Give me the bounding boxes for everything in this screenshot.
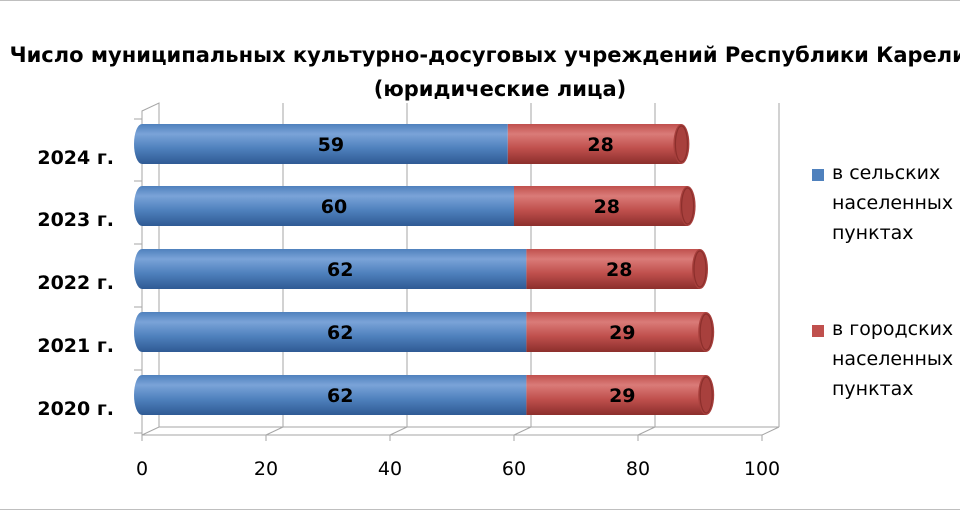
data-label: 29 [609, 322, 635, 344]
legend-swatch-rural [812, 169, 824, 181]
data-label: 28 [587, 134, 613, 156]
category-label: 2022 г. [37, 272, 114, 294]
bar-segment [142, 249, 527, 289]
bar-segment [514, 186, 688, 226]
chart-subtitle: (юридические лица) [373, 77, 627, 101]
gridline-floor [265, 426, 284, 436]
gridline-floor [761, 426, 780, 436]
data-label: 28 [594, 196, 620, 218]
bar-segment [526, 249, 700, 289]
legend-item-urban: в городских населенных пунктах [812, 314, 960, 404]
category-label: 2024 г. [37, 147, 114, 169]
x-tick-label: 100 [744, 458, 780, 480]
bar-cap-rim [699, 376, 713, 414]
chart-title: Число муниципальных культурно-досуговых … [9, 43, 960, 67]
bar-cap-right [692, 249, 708, 289]
bar-cap-right [698, 375, 715, 415]
bar-cap-left [134, 312, 150, 352]
bar-segment [142, 375, 527, 415]
legend-label-rural: в сельских населенных пунктах [832, 162, 954, 244]
category-label: 2020 г. [37, 398, 114, 420]
legend-swatch-urban [812, 325, 824, 337]
bar-cap-rim [674, 125, 689, 163]
category-label: 2021 г. [37, 335, 114, 357]
bar-cap-right [679, 186, 696, 226]
bar-segment [142, 186, 514, 226]
bar-cap-left [134, 186, 150, 226]
bar-segment [526, 375, 707, 415]
bar-cap-right [673, 124, 690, 164]
bar-segment [142, 312, 527, 352]
bar-cap-left [134, 375, 150, 415]
data-label: 28 [606, 259, 632, 281]
bar-cap-left [134, 249, 150, 289]
data-label: 59 [318, 134, 344, 156]
category-label: 2023 г. [37, 209, 114, 231]
x-tick-label: 40 [378, 458, 402, 480]
data-label: 62 [327, 385, 353, 407]
bar-segment [142, 124, 508, 164]
bar-cap-rim [680, 187, 695, 225]
data-label: 60 [321, 196, 347, 218]
bar-segment [507, 124, 682, 164]
data-label: 29 [609, 385, 635, 407]
x-tick-label: 60 [502, 458, 526, 480]
floor-edge [141, 426, 779, 436]
gridline-floor [513, 426, 532, 436]
x-tick-label: 20 [254, 458, 278, 480]
x-tick-label: 0 [136, 458, 148, 480]
data-label: 62 [327, 259, 353, 281]
bar-segment [526, 312, 707, 352]
data-label: 62 [327, 322, 353, 344]
bar-cap-right [698, 312, 715, 352]
bar-cap-left [134, 124, 150, 164]
bar-cap-rim [699, 313, 713, 351]
legend-label-urban: в городских населенных пунктах [832, 318, 954, 400]
x-tick-label: 80 [626, 458, 650, 480]
gridline-floor [637, 426, 656, 436]
gridline-floor [389, 426, 408, 436]
bar-cap-rim [693, 250, 707, 288]
legend-item-rural: в сельских населенных пунктах [812, 158, 960, 248]
